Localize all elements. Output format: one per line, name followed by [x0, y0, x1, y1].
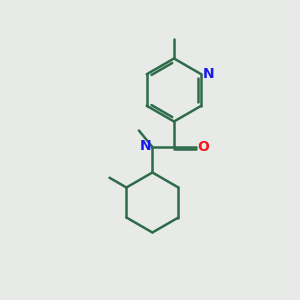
Text: N: N — [139, 140, 151, 153]
Text: N: N — [203, 67, 214, 81]
Text: O: O — [197, 140, 209, 154]
